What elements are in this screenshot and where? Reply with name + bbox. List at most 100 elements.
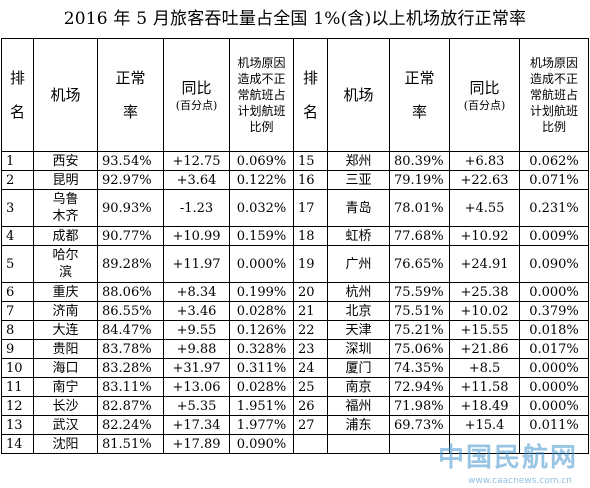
right-rank-cell: 22: [293, 320, 328, 340]
right-ratio-cell: 0.018%: [519, 320, 589, 340]
left-rank-cell: 8: [1, 320, 34, 340]
left-rank-cell: 9: [1, 339, 34, 359]
left-airport-cell: 南宁: [33, 377, 98, 397]
left-rate-cell: 90.77%: [97, 226, 164, 246]
table-row: 1 西安 93.54% +12.75 0.069% 15 郑州 80.39% +6.83 0.06…: [1, 151, 589, 171]
right-rate-cell: 75.51%: [389, 301, 450, 321]
left-rate-cell: 83.11%: [97, 377, 164, 397]
table-row: 13 武汉 82.24% +17.34 1.977% 27 浦东 69.73% +15.4 0.0…: [1, 415, 589, 435]
right-rate-cell: 79.19%: [389, 170, 450, 190]
left-rank-cell: 7: [1, 301, 34, 321]
left-rate-cell: 88.06%: [97, 282, 164, 302]
right-rate-cell: 76.65%: [389, 245, 450, 283]
right-rank-cell: 15: [293, 151, 328, 171]
left-airport-cell: 重庆: [33, 282, 98, 302]
right-rate-cell: 72.94%: [389, 377, 450, 397]
header-ratio: 机场原因造成不正常航班占计划航班比例: [229, 38, 294, 152]
left-yoy-cell: +5.35: [163, 396, 230, 416]
right-rank-cell: 26: [293, 396, 328, 416]
left-ratio-cell: 0.122%: [229, 170, 294, 190]
right-rank-cell: 20: [293, 282, 328, 302]
right-yoy-cell: +21.86: [449, 339, 520, 359]
left-ratio-cell: 0.000%: [229, 245, 294, 283]
right-yoy-cell: +24.91: [449, 245, 520, 283]
right-airport-cell: 郑州: [327, 151, 390, 171]
right-rate-cell: 75.59%: [389, 282, 450, 302]
left-ratio-cell: 1.977%: [229, 415, 294, 435]
left-yoy-cell: +11.97: [163, 245, 230, 283]
right-ratio-cell: 0.000%: [519, 396, 589, 416]
left-rate-cell: 89.28%: [97, 245, 164, 283]
table-row: 2 昆明 92.97% +3.64 0.122% 16 三亚 79.19% +22.63 0.07…: [1, 170, 589, 190]
left-rate-cell: 83.78%: [97, 339, 164, 359]
right-rank-cell: 25: [293, 377, 328, 397]
right-rank-cell: 18: [293, 226, 328, 246]
right-airport-cell: 三亚: [327, 170, 390, 190]
right-yoy-cell: +10.02: [449, 301, 520, 321]
left-airport-cell: 大连: [33, 320, 98, 340]
left-rank-cell: 3: [1, 189, 34, 227]
table-row: 4 成都 90.77% +10.99 0.159% 18 虹桥 77.68% +10.92 0.0…: [1, 226, 589, 246]
left-rate-cell: 90.93%: [97, 189, 164, 227]
right-yoy-cell: +25.38: [449, 282, 520, 302]
left-yoy-cell: +10.99: [163, 226, 230, 246]
right-yoy-cell: +18.49: [449, 396, 520, 416]
right-ratio-cell: 0.000%: [519, 282, 589, 302]
right-yoy-cell: +6.83: [449, 151, 520, 171]
left-rank-cell: 4: [1, 226, 34, 246]
right-ratio-cell: 0.011%: [519, 415, 589, 435]
left-yoy-cell: +3.46: [163, 301, 230, 321]
left-rank-cell: 2: [1, 170, 34, 190]
header-rank-right: 排名: [293, 38, 328, 152]
left-rank-cell: 1: [1, 151, 34, 171]
left-airport-cell: 武汉: [33, 415, 98, 435]
right-ratio-cell: 0.231%: [519, 189, 589, 227]
left-ratio-cell: 0.090%: [229, 434, 294, 454]
left-airport-cell: 哈尔滨: [33, 245, 98, 283]
header-rate-right: 正常率: [389, 38, 450, 152]
left-rate-cell: 82.24%: [97, 415, 164, 435]
left-ratio-cell: 0.028%: [229, 377, 294, 397]
left-airport-cell: 成都: [33, 226, 98, 246]
right-ratio-cell: 0.017%: [519, 339, 589, 359]
left-airport-cell: 昆明: [33, 170, 98, 190]
document-title: 2016 年 5 月旅客吞吐量占全国 1%(含)以上机场放行正常率: [63, 9, 527, 29]
right-rank-cell: 24: [293, 358, 328, 378]
left-rank-cell: 11: [1, 377, 34, 397]
right-airport-cell: 青岛: [327, 189, 390, 227]
right-rank-cell: 27: [293, 415, 328, 435]
table-header-row: 排名 机场 正常率 同比 (百分点) 机场原因造成不正常航班占计划航班比例 排名 …: [1, 38, 589, 152]
right-rate-cell: 75.06%: [389, 339, 450, 359]
watermark-logo: 中国民航网: [437, 443, 578, 473]
right-ratio-cell: 0.062%: [519, 151, 589, 171]
left-rate-cell: 92.97%: [97, 170, 164, 190]
left-ratio-cell: 0.028%: [229, 301, 294, 321]
table-row: 12 长沙 82.87% +5.35 1.951% 26 福州 71.98% +18.49 0.0…: [1, 396, 589, 416]
right-rank-cell: [293, 434, 328, 454]
right-rate-cell: 71.98%: [389, 396, 450, 416]
right-rank-cell: 21: [293, 301, 328, 321]
right-airport-cell: 南京: [327, 377, 390, 397]
left-rank-cell: 6: [1, 282, 34, 302]
left-airport-cell: 济南: [33, 301, 98, 321]
left-yoy-cell: -1.23: [163, 189, 230, 227]
header-rank: 排名: [1, 38, 34, 152]
right-ratio-cell: 0.000%: [519, 358, 589, 378]
table-row: 7 济南 86.55% +3.46 0.028% 21 北京 75.51% +10.02 0.37…: [1, 301, 589, 321]
right-rank-cell: 19: [293, 245, 328, 283]
right-rate-cell: 78.01%: [389, 189, 450, 227]
left-ratio-cell: 0.069%: [229, 151, 294, 171]
left-yoy-cell: +13.06: [163, 377, 230, 397]
left-rank-cell: 10: [1, 358, 34, 378]
right-airport-cell: 浦东: [327, 415, 390, 435]
left-rate-cell: 82.87%: [97, 396, 164, 416]
left-yoy-cell: +3.64: [163, 170, 230, 190]
header-yoy: 同比 (百分点): [163, 38, 230, 152]
right-yoy-cell: +8.5: [449, 358, 520, 378]
right-airport-cell: 杭州: [327, 282, 390, 302]
left-rate-cell: 93.54%: [97, 151, 164, 171]
left-rank-cell: 13: [1, 415, 34, 435]
left-rank-cell: 5: [1, 245, 34, 283]
left-airport-cell: 海口: [33, 358, 98, 378]
